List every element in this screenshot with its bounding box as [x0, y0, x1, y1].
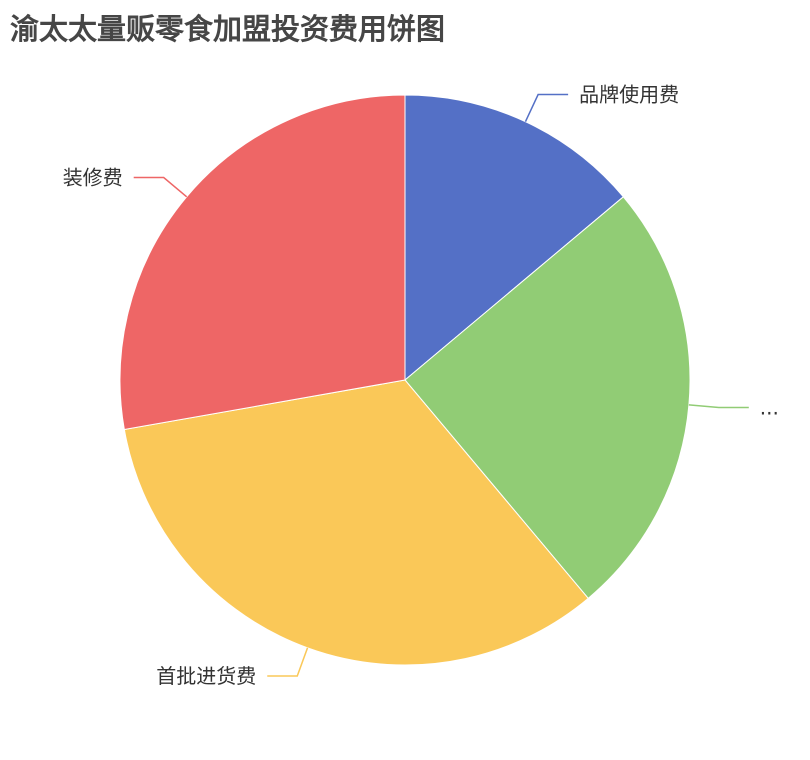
pie-slice-2[interactable]	[123, 379, 589, 666]
label-line-0	[524, 93, 569, 123]
slice-label-0: 品牌使用费	[579, 83, 679, 107]
label-line-2	[267, 647, 309, 677]
slice-label-1: ...	[760, 395, 779, 419]
slice-label-3: 装修费	[63, 166, 123, 190]
chart-title: 渝太太量贩零食加盟投资费用饼图	[10, 12, 446, 46]
label-line-3	[133, 176, 188, 198]
pie-slice-1[interactable]	[404, 196, 691, 600]
pie-slice-3[interactable]	[119, 94, 406, 431]
pie-slice-0[interactable]	[404, 94, 625, 382]
slice-label-2: 首批进货费	[156, 664, 256, 688]
label-line-1	[688, 404, 749, 409]
